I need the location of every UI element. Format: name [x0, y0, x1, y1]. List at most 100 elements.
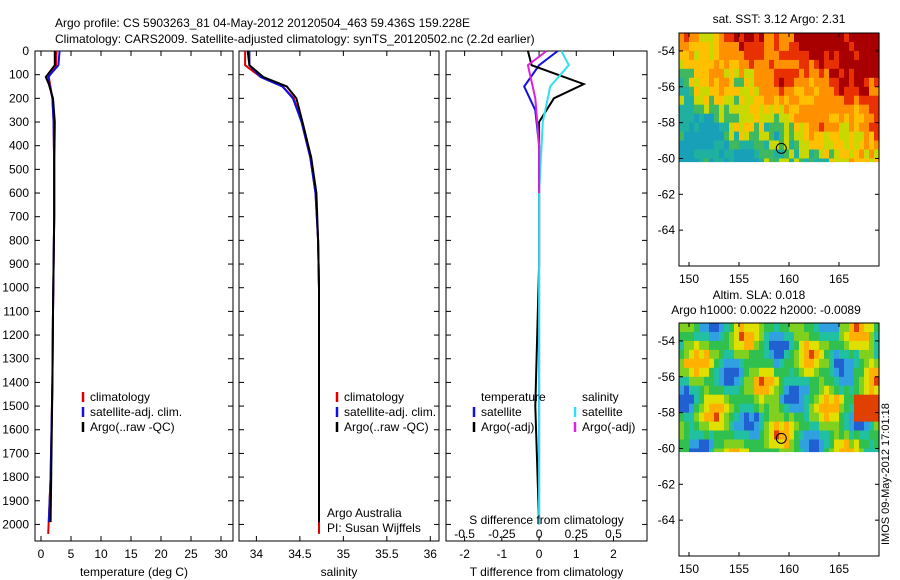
map-cell — [824, 439, 830, 450]
map-cell — [859, 122, 865, 133]
map-cell — [704, 77, 710, 88]
map-cell — [834, 403, 840, 414]
diff-salinity-tick-label: -0.5 — [454, 527, 475, 541]
map-cell — [789, 104, 795, 115]
map-cell — [799, 86, 805, 97]
map-cell — [874, 358, 880, 369]
map-cell — [694, 394, 700, 405]
map-cell — [804, 358, 810, 369]
map-cell — [844, 394, 850, 405]
map-cell — [769, 367, 775, 378]
map-cell — [714, 430, 720, 441]
map-cell — [789, 140, 795, 151]
map-cell — [829, 412, 835, 423]
map-cell — [749, 421, 755, 432]
map-cell — [759, 149, 765, 160]
temperature-legend-label: climatology — [90, 390, 150, 404]
map-cell — [749, 403, 755, 414]
map-cell — [739, 403, 745, 414]
map-cell — [794, 412, 800, 423]
map-cell — [734, 448, 740, 453]
map-cell — [764, 332, 770, 342]
map-cell — [819, 358, 825, 369]
map-cell — [679, 77, 685, 88]
map-cell — [714, 367, 720, 378]
map-cell — [859, 439, 865, 450]
map-cell — [834, 448, 840, 453]
difference-series-sal_satellite — [538, 50, 571, 525]
map-cell — [779, 340, 785, 351]
map-cell — [794, 448, 800, 453]
map-cell — [694, 95, 700, 106]
map-cell — [714, 385, 720, 396]
map-cell — [794, 376, 800, 387]
map-cell — [849, 59, 855, 70]
map-cell — [829, 131, 835, 142]
map-cell — [819, 394, 825, 405]
map-cell — [754, 394, 760, 405]
map-cell — [824, 122, 830, 133]
map-cell — [774, 394, 780, 405]
map-cell — [694, 122, 700, 133]
map-cell — [864, 448, 870, 453]
map-cell — [684, 104, 690, 115]
map-cell — [869, 113, 875, 124]
map-cell — [744, 430, 750, 441]
map-cell — [739, 158, 745, 163]
map-cell — [789, 68, 795, 79]
map-cell — [709, 42, 715, 52]
map-cell — [834, 140, 840, 151]
map-cell — [774, 77, 780, 88]
map-cell — [764, 68, 770, 79]
map-cell — [719, 412, 725, 423]
map-cell — [839, 33, 845, 43]
map-cell — [699, 59, 705, 70]
map-cell — [869, 412, 875, 423]
map-cell — [744, 448, 750, 453]
map-cell — [774, 122, 780, 133]
map-cell — [839, 358, 845, 369]
map-cell — [809, 430, 815, 441]
map-cell — [694, 33, 700, 43]
map-cell — [794, 122, 800, 133]
map-cell — [709, 403, 715, 414]
map-cell — [744, 68, 750, 79]
map-cell — [819, 448, 825, 453]
map-cell — [749, 367, 755, 378]
map-cell — [764, 50, 770, 61]
map-cell — [844, 113, 850, 124]
map-cell — [819, 158, 825, 163]
map-cell — [739, 340, 745, 351]
map-cell — [734, 122, 740, 133]
map-cell — [764, 439, 770, 450]
map-cell — [729, 349, 735, 360]
map-cell — [739, 332, 745, 342]
map-cell — [864, 86, 870, 97]
depth-tick-label: 1700 — [2, 446, 29, 460]
map-cell — [719, 158, 725, 163]
map-cell — [769, 59, 775, 70]
map-cell — [819, 421, 825, 432]
map-cell — [764, 412, 770, 423]
map-cell — [849, 86, 855, 97]
map-cell — [749, 332, 755, 342]
map-cell — [844, 439, 850, 450]
map-cell — [749, 358, 755, 369]
map-cell — [829, 439, 835, 450]
map-cell — [764, 131, 770, 142]
map-cell — [679, 42, 685, 52]
map-cell — [779, 412, 785, 423]
map-cell — [714, 77, 720, 88]
map-cell — [814, 42, 820, 52]
map-cell — [714, 358, 720, 369]
map-cell — [789, 86, 795, 97]
map-cell — [814, 158, 820, 163]
map-cell — [804, 403, 810, 414]
map-lon-label: 155 — [729, 272, 749, 286]
map-cell — [744, 42, 750, 52]
map-cell — [704, 367, 710, 378]
map-cell — [724, 158, 730, 163]
temperature-xtick-label: 15 — [124, 547, 138, 561]
map-cell — [699, 158, 705, 163]
map-cell — [734, 149, 740, 160]
